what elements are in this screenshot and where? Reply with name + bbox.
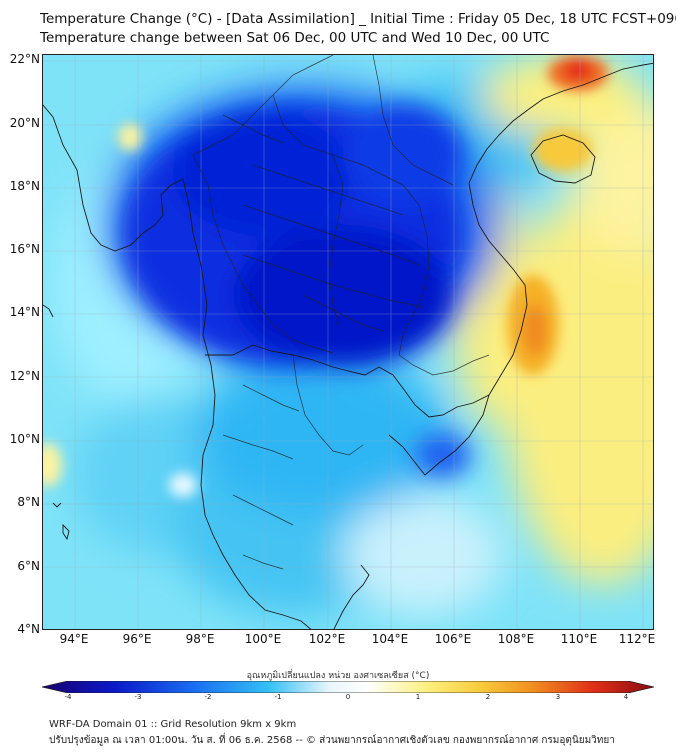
lat-label: 18°N [9, 179, 40, 193]
colorbar [42, 681, 654, 693]
lat-label: 12°N [9, 369, 40, 383]
coastlines [43, 62, 653, 629]
lon-label: 102°E [308, 632, 346, 646]
map-subtitle: Temperature change between Sat 06 Dec, 0… [40, 30, 550, 46]
lat-label: 16°N [9, 242, 40, 256]
colorbar-tick: 2 [485, 693, 491, 701]
lon-label: 104°E [371, 632, 409, 646]
lon-label: 112°E [618, 632, 656, 646]
colorbar-tick: 4 [623, 693, 629, 701]
warm-patches [43, 55, 608, 497]
graticule [43, 55, 653, 629]
lon-label: 100°E [244, 632, 282, 646]
cold-core [123, 105, 471, 477]
update-credit: ปรับปรุงข้อมูล ณ เวลา 01:00น. วัน ส. ที่… [49, 735, 615, 746]
colorbar-tick: 3 [555, 693, 561, 701]
lat-label: 22°N [9, 52, 40, 66]
colorbar-tick: -1 [274, 693, 282, 701]
lat-label: 20°N [9, 116, 40, 130]
map-title: Temperature Change (°C) - [Data Assimila… [40, 11, 676, 27]
lon-label: 96°E [122, 632, 152, 646]
colorbar-tick: 0 [345, 693, 351, 701]
lon-label: 110°E [560, 632, 598, 646]
lat-label: 14°N [9, 305, 40, 319]
admin-boundaries [192, 55, 490, 570]
lon-label: 94°E [59, 632, 89, 646]
colorbar-title: อุณหภูมิเปลี่ยนแปลง หน่วย องศาเซลเซียส (… [246, 671, 430, 681]
lat-label: 6°N [17, 559, 40, 573]
colorbar-bar [42, 681, 654, 693]
lon-label: 106°E [434, 632, 472, 646]
colorbar-tick: 1 [415, 693, 421, 701]
colorbar-tick: -3 [134, 693, 142, 701]
lat-label: 10°N [9, 432, 40, 446]
colorbar-tick: -2 [204, 693, 212, 701]
map-canvas [43, 55, 653, 629]
model-info: WRF-DA Domain 01 :: Grid Resolution 9km … [49, 719, 297, 730]
lat-label: 4°N [17, 622, 40, 636]
lat-label: 8°N [17, 495, 40, 509]
temperature-change-map [42, 54, 654, 630]
colorbar-tick: -4 [64, 693, 72, 701]
lon-label: 98°E [185, 632, 215, 646]
lon-label: 108°E [497, 632, 535, 646]
